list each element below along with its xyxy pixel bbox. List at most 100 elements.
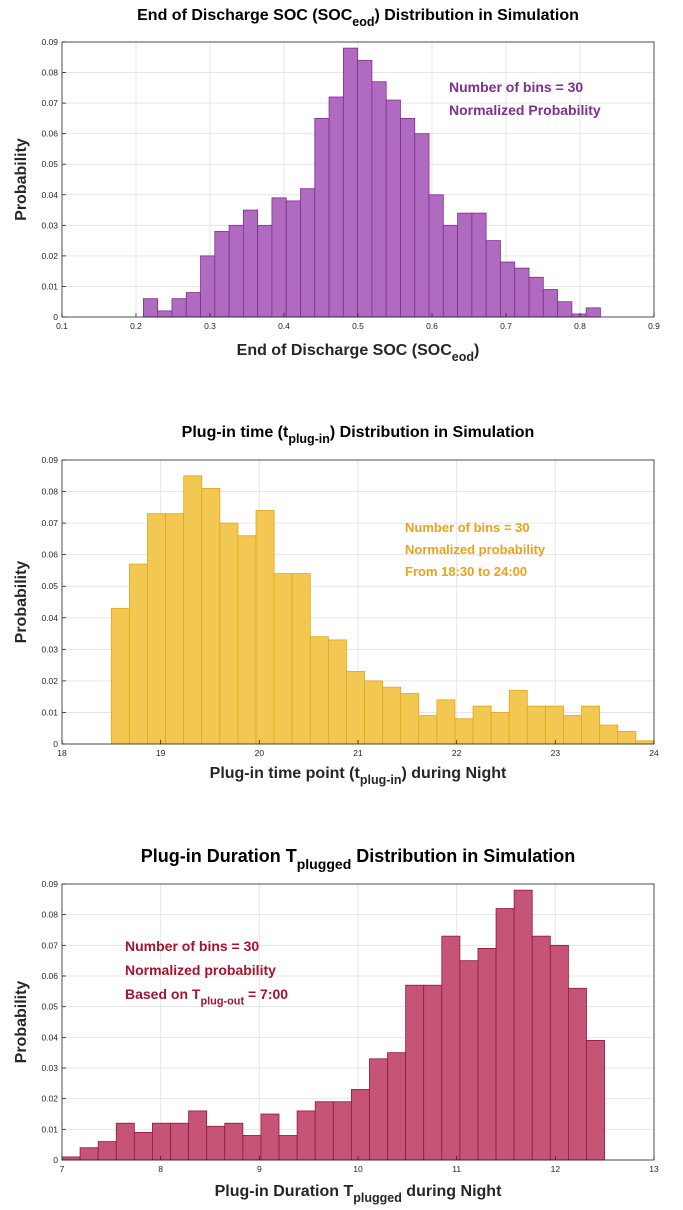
- y-tick-label: 0.07: [41, 518, 58, 528]
- x-axis-label-part: Plug-in Duration T: [215, 1183, 354, 1200]
- bar: [350, 1089, 370, 1161]
- y-axis-label: Probability: [13, 138, 30, 221]
- bar: [332, 1101, 352, 1161]
- bar: [346, 671, 365, 745]
- x-tick-label: 19: [156, 748, 166, 758]
- y-tick-label: 0.09: [41, 37, 58, 47]
- y-tick-label: 0.09: [41, 879, 58, 889]
- chart-title: End of Discharge SOC (SOCeod) Distributi…: [137, 7, 579, 29]
- bar: [237, 535, 257, 745]
- y-tick-label: 0.05: [41, 159, 58, 169]
- x-axis-label-part: during Night: [402, 1183, 502, 1200]
- x-tick-label: 11: [452, 1164, 461, 1174]
- bar: [454, 718, 474, 745]
- bar: [531, 935, 551, 1161]
- bar: [563, 715, 582, 745]
- y-tick-label: 0.06: [41, 550, 58, 560]
- bar: [357, 59, 373, 318]
- bar: [385, 99, 401, 318]
- bar: [544, 705, 564, 745]
- annotation-text: Number of bins = 30: [405, 520, 530, 535]
- bar: [571, 313, 587, 318]
- bar: [400, 693, 420, 745]
- x-tick-label: 0.6: [426, 321, 438, 331]
- bar: [201, 487, 221, 745]
- annotation-text: Normalized Probability: [449, 102, 601, 118]
- bar: [526, 705, 546, 745]
- annotation-text: Based on Tplug-out = 7:00: [125, 986, 288, 1007]
- y-tick-label: 0.08: [41, 487, 58, 497]
- bar: [273, 573, 293, 745]
- x-axis-label-part: plugged: [353, 1191, 402, 1205]
- bar: [472, 705, 492, 745]
- bar: [296, 1110, 316, 1161]
- bar: [185, 292, 201, 318]
- y-tick-label: 0.03: [41, 644, 58, 654]
- bar: [490, 712, 510, 745]
- bar: [471, 212, 487, 318]
- bar: [477, 948, 497, 1161]
- x-tick-label: 24: [649, 748, 659, 758]
- x-tick-label: 0.4: [278, 321, 290, 331]
- bar: [371, 81, 387, 318]
- chart-title: Plug-in time (tplug-in) Distribution in …: [182, 424, 535, 446]
- bar: [387, 1052, 407, 1161]
- bar: [342, 47, 359, 318]
- bar: [500, 261, 516, 318]
- bar: [219, 522, 239, 745]
- bar: [557, 301, 573, 318]
- x-tick-label: 10: [353, 1164, 363, 1174]
- chart-title-part: ) Distribution in Simulation: [374, 7, 578, 24]
- bar: [414, 133, 430, 318]
- chart-3: 0 0.01 0.02 0.03 0.04 0.05 0.06 0.07 0.08 0.09 7 8 9…: [13, 846, 659, 1205]
- y-tick-label: 0.01: [41, 707, 58, 717]
- y-tick-label: 0: [53, 1155, 58, 1165]
- x-tick-label: 0.8: [574, 321, 586, 331]
- bar: [382, 686, 402, 745]
- bar: [364, 680, 384, 745]
- y-tick-label: 0.01: [41, 1124, 58, 1134]
- x-tick-label: 0.2: [130, 321, 142, 331]
- bar: [617, 730, 637, 745]
- bar: [170, 1122, 189, 1161]
- bar: [147, 513, 166, 745]
- bar: [278, 1135, 298, 1161]
- bar: [567, 987, 587, 1161]
- bar: [508, 689, 528, 745]
- chart-title-part: plugged: [297, 856, 352, 872]
- y-tick-label: 0.04: [41, 1032, 58, 1042]
- bar: [514, 267, 530, 318]
- bar: [495, 908, 515, 1161]
- bar: [115, 1122, 135, 1161]
- annotation-text: Number of bins = 30: [449, 79, 583, 95]
- bar: [369, 1058, 388, 1161]
- x-tick-label: 7: [60, 1164, 65, 1174]
- bar: [152, 1122, 171, 1161]
- bar: [255, 510, 275, 745]
- bar: [97, 1141, 117, 1161]
- bar: [428, 194, 444, 318]
- bar: [171, 298, 187, 318]
- y-axis-label: Probability: [13, 561, 30, 644]
- bar: [418, 715, 438, 745]
- chart-title-part: plug-in: [288, 432, 330, 446]
- bar: [549, 944, 569, 1161]
- annotation-text-part: plug-out: [200, 995, 244, 1007]
- y-tick-label: 0.08: [41, 68, 58, 78]
- bar: [599, 724, 619, 745]
- x-tick-label: 22: [452, 748, 462, 758]
- x-tick-label: 8: [158, 1164, 163, 1174]
- bar: [513, 889, 533, 1161]
- x-axis-label: Plug-in time point (tplug-in) during Nig…: [210, 765, 507, 787]
- bar: [585, 307, 601, 318]
- y-tick-label: 0.07: [41, 940, 58, 950]
- y-tick-label: 0: [53, 312, 58, 322]
- bar: [242, 209, 259, 318]
- chart-2: 0 0.01 0.02 0.03 0.04 0.05 0.06 0.07 0.08 0.09 18 1…: [13, 424, 659, 787]
- y-tick-label: 0.02: [41, 676, 58, 686]
- x-tick-label: 0.7: [500, 321, 512, 331]
- x-tick-label: 20: [255, 748, 265, 758]
- bar: [188, 1110, 208, 1161]
- bar: [441, 935, 461, 1161]
